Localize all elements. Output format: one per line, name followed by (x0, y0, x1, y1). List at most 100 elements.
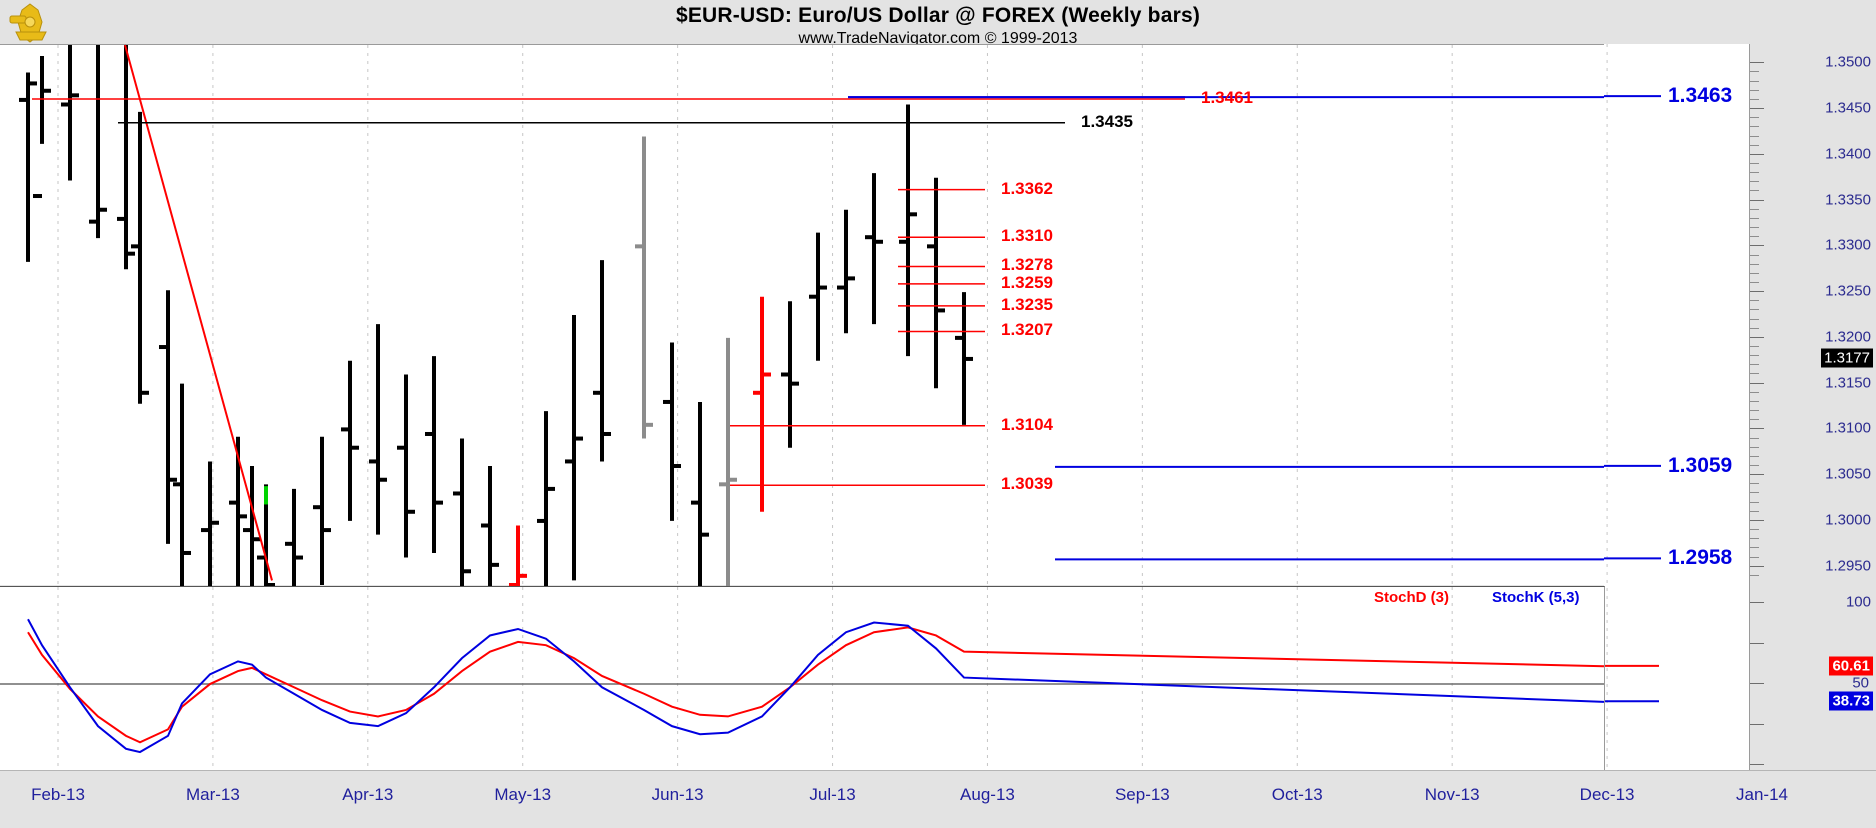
price-minor-tick (1750, 346, 1759, 348)
price-tick-mark (1750, 153, 1764, 155)
price-minor-tick (1750, 419, 1759, 421)
price-minor-tick (1750, 217, 1759, 219)
stoch-k-value: 38.73 (1829, 691, 1873, 711)
price-minor-tick (1750, 281, 1759, 283)
trendline (124, 44, 273, 581)
date-tick: Mar-13 (185, 785, 240, 804)
price-tick-mark (1750, 519, 1764, 521)
price-tick: 1.3250 (1825, 282, 1871, 300)
price-minor-tick (1750, 327, 1759, 329)
right-extension-pane (1604, 44, 1763, 770)
price-minor-tick (1750, 162, 1759, 164)
price-axis: 1.3500 1.3450 1.3400 1.3350 1.3300 1.3250 1.32… (1749, 44, 1876, 770)
price-minor-tick (1750, 574, 1759, 576)
price-tick-mark (1750, 382, 1764, 384)
price-tick: 1.2950 (1825, 557, 1871, 575)
stoch-line (27, 618, 1605, 754)
price-minor-tick (1750, 318, 1759, 320)
price-minor-tick (1750, 446, 1759, 448)
price-minor-tick (1750, 71, 1759, 73)
date-tick: Nov-13 (1424, 785, 1480, 804)
stoch-d-legend: StochD (3) (1374, 589, 1449, 606)
price-tick-mark (1750, 291, 1764, 293)
date-tick: Jul-13 (809, 785, 856, 804)
level-label: 1.3259 (1001, 272, 1053, 292)
price-minor-tick (1750, 89, 1759, 91)
price-minor-tick (1750, 391, 1759, 393)
price-minor-tick (1750, 529, 1759, 531)
date-tick: Sep-13 (1114, 785, 1170, 804)
page-subtitle: www.TradeNavigator.com © 1999-2013 (798, 30, 1078, 47)
price-minor-tick (1750, 547, 1759, 549)
blue-level-label: 1.3463 (1668, 84, 1733, 108)
price-tick-mark (1750, 336, 1764, 338)
price-minor-tick (1750, 236, 1759, 238)
stoch-d-value: 60.61 (1829, 656, 1873, 676)
price-tick: 1.3000 (1825, 511, 1871, 529)
right-canvas (1604, 44, 1763, 770)
sextant-logo (9, 3, 47, 43)
date-axis: Feb-13 Mar-13 Apr-13 May-13 Jun-13 Jul-13 Aug-… (0, 770, 1876, 828)
stoch-tick-mark (1750, 723, 1764, 725)
stoch-tick-mark (1750, 764, 1764, 765)
price-minor-tick (1750, 309, 1759, 311)
level-label: 1.3104 (1001, 414, 1053, 434)
price-minor-tick (1750, 190, 1759, 192)
price-tick-mark (1750, 199, 1764, 201)
date-tick: Jun-13 (651, 785, 704, 804)
price-tick-mark (1750, 474, 1764, 476)
price-minor-tick (1750, 556, 1759, 558)
price-minor-tick (1750, 144, 1759, 146)
price-tick-mark (1750, 62, 1764, 64)
level-label: 1.3461 (1201, 88, 1253, 107)
price-tick: 1.3500 (1825, 53, 1871, 71)
price-minor-tick (1750, 126, 1759, 128)
page-title: $EUR-USD: Euro/US Dollar @ FOREX (Weekly… (675, 4, 1201, 27)
price-minor-tick (1750, 355, 1759, 357)
price-tick: 1.3050 (1825, 465, 1871, 483)
price-minor-tick (1750, 483, 1759, 485)
stoch-canvas (0, 587, 1605, 771)
stoch-line (27, 626, 1605, 744)
price-minor-tick (1750, 254, 1759, 256)
level-label: 1.3207 (1001, 320, 1053, 340)
price-panel[interactable]: TradeNavigator.com (0, 44, 1605, 631)
price-minor-tick (1750, 373, 1759, 375)
level-label: 1.3362 (1001, 178, 1053, 198)
price-tick-mark (1750, 428, 1764, 430)
stochastic-panel[interactable]: StochD (3) StochK (5,3) (0, 586, 1605, 771)
price-minor-tick (1750, 510, 1759, 512)
price-minor-tick (1750, 227, 1759, 229)
price-minor-tick (1750, 455, 1759, 457)
date-tick: Dec-13 (1579, 785, 1635, 804)
price-minor-tick (1750, 300, 1759, 302)
price-tick: 1.3100 (1825, 419, 1871, 437)
price-minor-tick (1750, 80, 1759, 82)
price-minor-tick (1750, 364, 1759, 366)
price-minor-tick (1750, 208, 1759, 210)
price-tick: 1.3350 (1825, 191, 1871, 209)
price-minor-tick (1750, 263, 1759, 265)
level-label: 1.3435 (1081, 111, 1133, 131)
date-tick: Aug-13 (960, 785, 1015, 804)
level-label: 1.3235 (1001, 294, 1053, 314)
level-label: 1.3310 (1001, 226, 1053, 246)
level-label: 1.3278 (1001, 255, 1053, 275)
date-tick: Oct-13 (1271, 785, 1323, 804)
blue-level-label: 1.3059 (1668, 453, 1733, 477)
price-tick: 1.3300 (1825, 236, 1871, 254)
date-tick: Apr-13 (342, 785, 394, 804)
stoch-k-legend: StochK (5,3) (1492, 589, 1580, 606)
price-minor-tick (1750, 437, 1759, 439)
date-tick: May-13 (494, 785, 552, 804)
price-minor-tick (1750, 98, 1759, 100)
price-tick-mark (1750, 108, 1764, 110)
price-tick: 1.3200 (1825, 328, 1871, 346)
last-price-badge: 1.3177 (1821, 348, 1873, 368)
stoch-axis-50: 50 (1852, 674, 1869, 692)
stoch-tick-mark (1750, 642, 1764, 644)
price-minor-tick (1750, 400, 1759, 402)
blue-level-label: 1.2958 (1668, 546, 1733, 570)
price-tick: 1.3450 (1825, 99, 1871, 117)
